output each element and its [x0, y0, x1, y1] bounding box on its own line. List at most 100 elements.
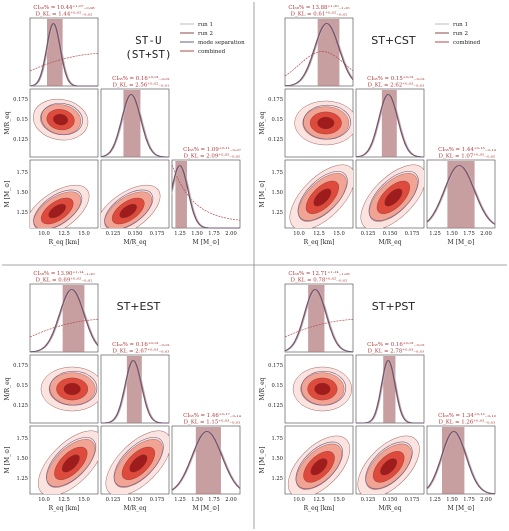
p1-xtick-mr-1: 0.125 — [106, 231, 121, 237]
p4-xtick-m-2: 1.50 — [446, 497, 458, 503]
p4-stat-dkl-1: D_KL = 0.78⁺⁰·⁰²₋₀.₀₂ — [291, 277, 348, 284]
p4-mass-marginal-mode-line — [426, 430, 496, 495]
p4-req-mass-contour-contours — [287, 435, 351, 494]
p1-xtick-mr-3: 0.175 — [150, 231, 165, 237]
p2-req-marginal-mode-line — [285, 23, 354, 87]
p4-xtick-m-4: 2.00 — [480, 497, 492, 503]
p3-xtick-mr-1: 0.125 — [106, 497, 121, 503]
p3-mass-marginal-credible-band — [195, 427, 221, 494]
p2-legend-label-3: combined — [453, 40, 481, 46]
p1-title-line-1: ST-U — [135, 34, 162, 47]
p3-req-mass-contour-contours — [38, 430, 98, 494]
p1-stat-ci-1: CI₆₈% = 10.44⁺¹·⁰⁷₋₀.₉₈ — [33, 4, 95, 11]
p4-ytick-m-3: 1.25 — [271, 476, 283, 482]
p1-xtick-req-3: 15.0 — [78, 231, 90, 237]
p3-ytick-mr-3: 0.125 — [13, 403, 28, 409]
p2-stat-ci-2: CI₆₈% = 0.15⁺⁰·⁰¹₋₀.₀₁ — [367, 75, 425, 82]
p2-xtick-req-3: 15.0 — [333, 231, 345, 237]
p3-mr-mass-contour-mode-contour — [113, 437, 164, 487]
p2-req-marginal-combined-line — [284, 51, 354, 77]
p2-mr-marginal-credible-band — [381, 90, 397, 157]
p2-stat-ci-1: CI₆₈% = 13.88⁺¹·²⁰₋₁.₂₆ — [288, 4, 349, 11]
p3-stat-ci-3: CI₆₈% = 1.46⁺⁰·¹⁷₋₀.₁₄ — [183, 412, 241, 419]
p1-stat-ci-2: CI₆₈% = 0.16⁺⁰·⁰¹₋₀.₀₁ — [112, 75, 170, 82]
p3-xtick-m-1: 1.25 — [174, 497, 186, 503]
p2-xtick-req-2: 12.5 — [313, 231, 325, 237]
p4-stat-dkl-2: D_KL = 2.78⁺⁰·⁰³₋₀.₀₃ — [368, 348, 425, 355]
p1-mass-marginal-mode-line — [171, 165, 240, 229]
p4-mr-mass-contour-mode-contour — [365, 441, 413, 490]
p2-xtick-m-4: 2.00 — [480, 231, 492, 237]
p4-stat-dkl-3: D_KL = 1.26⁺⁰·⁰³₋₀.₀₃ — [439, 419, 496, 426]
p2-xlabel-m: M [M_⊙] — [448, 239, 475, 246]
p3-req-mr-contour-contours — [40, 366, 98, 412]
p1-mr-mass-contour-mode-contour — [104, 189, 154, 228]
p4-xtick-m-3: 1.75 — [463, 497, 475, 503]
p4-stat-ci-1: CI₆₈% = 12.71⁺¹·¹⁴₋₁.₀₈ — [288, 270, 350, 277]
p1-xtick-m-1: 1.25 — [174, 231, 186, 237]
p1-legend-label-3: mode separation — [198, 40, 245, 46]
p3-xlabel-mr: M/R_eq — [123, 505, 146, 512]
p2-ytick-mr-1: 0.175 — [268, 97, 283, 103]
p2-mass-marginal-mode-line — [426, 164, 496, 225]
p1-req-marginal-credible-band — [47, 19, 63, 86]
p1-legend-label-1: run 1 — [198, 22, 213, 28]
p2-title-line-1: ST+CST — [371, 34, 416, 47]
p1-stat-ci-3: CI₆₈% = 1.09⁺⁰·¹¹₋₀.₀₇ — [183, 146, 241, 153]
p2-mr-mass-contour-contours — [360, 164, 424, 228]
p2-xtick-m-3: 1.75 — [463, 231, 475, 237]
p4-req-mr-contour-contours — [292, 366, 353, 412]
p3-ytick-m-1: 1.75 — [16, 436, 28, 442]
p3-stat-dkl-1: D_KL = 0.69⁺⁰·⁰²₋₀.₀₂ — [36, 277, 93, 284]
p2-xtick-mr-1: 0.125 — [361, 231, 376, 237]
p1-xtick-m-2: 1.50 — [191, 231, 203, 237]
p4-xlabel-mr: M/R_eq — [378, 505, 401, 512]
p1-req-marginal-frame — [29, 17, 99, 87]
p2-ytick-m-2: 1.50 — [271, 190, 283, 196]
p3-ylabel-m: M [M_⊙] — [4, 447, 11, 474]
p2-ytick-mr-3: 0.125 — [268, 137, 283, 143]
p3-title-line-1: ST+EST — [117, 300, 161, 313]
p3-req-mr-contour-mode-contour — [49, 370, 98, 406]
p3-xlabel-req: R_eq [km] — [49, 505, 80, 512]
p1-mr-mass-contour-contours — [101, 184, 161, 228]
p3-req-marginal-mode-line — [30, 289, 99, 353]
p3-stat-dkl-2: D_KL = 2.67⁺⁰·⁰³₋₀.₀₃ — [113, 348, 170, 355]
p3-ytick-m-3: 1.25 — [16, 476, 28, 482]
p3-req-mass-contour-level-4 — [61, 454, 80, 473]
p4-ytick-mr-1: 0.175 — [268, 363, 283, 369]
p4-xtick-mr-1: 0.125 — [361, 497, 376, 503]
p3-xtick-m-2: 1.50 — [191, 497, 203, 503]
p2-legend-label-2: run 2 — [453, 31, 468, 37]
p1-legend-label-2: run 2 — [198, 31, 213, 37]
p4-req-mr-contour-level-4 — [314, 382, 331, 396]
p4-req-mass-contour-level-4 — [310, 458, 328, 476]
p1-mass-marginal-combined-line — [171, 164, 241, 221]
p2-stat-dkl-1: D_KL = 0.61⁺⁰·⁰²₋₀.₀₂ — [291, 11, 348, 18]
p2-mass-marginal-credible-band — [447, 161, 475, 228]
p3-ytick-m-2: 1.50 — [16, 456, 28, 462]
p2-xtick-m-2: 1.50 — [446, 231, 458, 237]
p2-ytick-mr-2: 0.15 — [271, 117, 283, 123]
p4-req-mass-contour-mode-contour — [295, 441, 343, 490]
p3-mr-mass-contour-level-4 — [129, 454, 148, 473]
panel-st-u: CI₆₈% = 10.44⁺¹·⁰⁷₋₀.₉₈D_KL = 1.44⁺⁰·⁰²₋… — [4, 4, 245, 246]
p4-xlabel-req: R_eq [km] — [304, 505, 335, 512]
p1-ylabel-mr: M/R_eq — [4, 111, 11, 134]
p4-xtick-req-3: 15.0 — [333, 497, 345, 503]
p4-req-marginal-combined-line — [284, 319, 354, 338]
p1-ytick-m-3: 1.25 — [16, 210, 28, 216]
p1-ytick-m-2: 1.50 — [16, 190, 28, 196]
p1-mr-marginal-credible-band — [123, 90, 141, 157]
p2-req-mass-contour-contours — [289, 164, 353, 228]
p2-xtick-m-1: 1.25 — [429, 231, 441, 237]
p4-stat-ci-3: CI₆₈% = 1.34⁺⁰·¹²₋₀.₁₀ — [438, 412, 497, 419]
p3-xtick-m-4: 2.00 — [225, 497, 237, 503]
p1-req-mr-contour-mode-contour — [40, 102, 83, 136]
p4-req-marginal-run1-line — [284, 289, 354, 353]
p1-req-mass-contour-level-4 — [48, 203, 66, 219]
p4-ylabel-mr: M/R_eq — [259, 377, 266, 400]
p2-req-mr-contour-mode-contour — [303, 104, 351, 140]
p3-ytick-mr-2: 0.15 — [16, 383, 28, 389]
p4-mr-mass-contour-contours — [357, 435, 420, 494]
